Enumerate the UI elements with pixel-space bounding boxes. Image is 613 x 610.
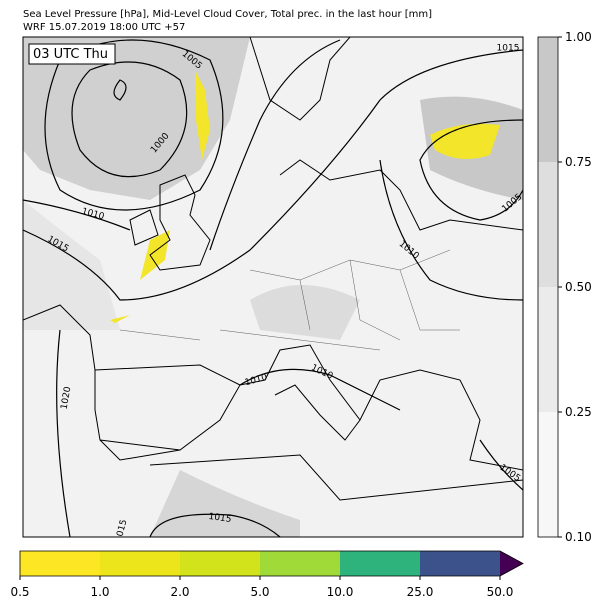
border: [119, 249, 460, 351]
colorbar-tick-label: 0.5: [10, 585, 29, 599]
coastline: [129, 174, 211, 271]
isobar-label: 015: [115, 519, 129, 538]
precip-colorbar: 0.5 1.0 2.0 5.0 10.0 25.0 50.0: [10, 550, 524, 599]
isobar: [44, 39, 224, 211]
colorbar-tick-label: 10.0: [327, 585, 354, 599]
colorbar-segment: [538, 162, 558, 287]
cloud-area: [150, 470, 300, 537]
colorbar-tick-label: 5.0: [250, 585, 269, 599]
colorbar-frame: [19, 550, 524, 577]
isobar: [56, 329, 523, 537]
title-line1: Sea Level Pressure [hPa], Mid-Level Clou…: [23, 9, 432, 20]
colorbar-segment: [100, 551, 180, 576]
colorbar-tick-label: 25.0: [407, 585, 434, 599]
isobar-label: 1020: [60, 386, 74, 411]
colorbar-tick-label: 2.0: [170, 585, 189, 599]
map-frame: [22, 36, 524, 538]
isobar-label: 1015: [208, 512, 232, 525]
colorbar-segment: [260, 551, 340, 576]
cloud-colorbar: 0.10 0.25 0.50 0.75 1.00: [537, 30, 592, 544]
colorbar-extend: [500, 551, 523, 576]
colorbar-segment: [20, 551, 100, 576]
time-label: 03 UTC Thu: [33, 47, 108, 62]
colorbar-tick-label: 1.00: [565, 30, 592, 44]
isobar: [23, 49, 523, 301]
colorbar-tick-label: 1.0: [90, 585, 109, 599]
coastline: [249, 37, 523, 471]
colorbar-segment: [180, 551, 260, 576]
isobar-label: 1015: [497, 44, 520, 54]
coastline: [94, 364, 241, 461]
colorbar-tick-label: 50.0: [487, 585, 514, 599]
colorbar-segment: [420, 551, 500, 576]
colorbar-segment: [538, 412, 558, 537]
title-line2: WRF 15.07.2019 18:00 UTC +57: [23, 22, 185, 33]
cloud-area: [250, 285, 360, 340]
isobar: [379, 119, 523, 301]
colorbar-tick-label: 0.50: [565, 280, 592, 294]
coastline: [23, 304, 523, 501]
colorbar-tick-label: 0.10: [565, 530, 592, 544]
colorbar-segment: [538, 287, 558, 412]
colorbar-tick-label: 0.25: [565, 405, 592, 419]
colorbar-segment: [538, 37, 558, 162]
isobar: [23, 39, 341, 251]
cloud-area: [23, 37, 250, 200]
map: 1005 1000 1010 1015 1015 1005 1010 1020 …: [22, 36, 524, 538]
colorbar-tick-label: 0.75: [565, 155, 592, 169]
cloud-area: [23, 200, 120, 330]
time-label-box: [28, 43, 116, 65]
isobar: [71, 61, 188, 178]
colorbar-segment: [340, 551, 420, 576]
precip-area: [110, 70, 500, 323]
